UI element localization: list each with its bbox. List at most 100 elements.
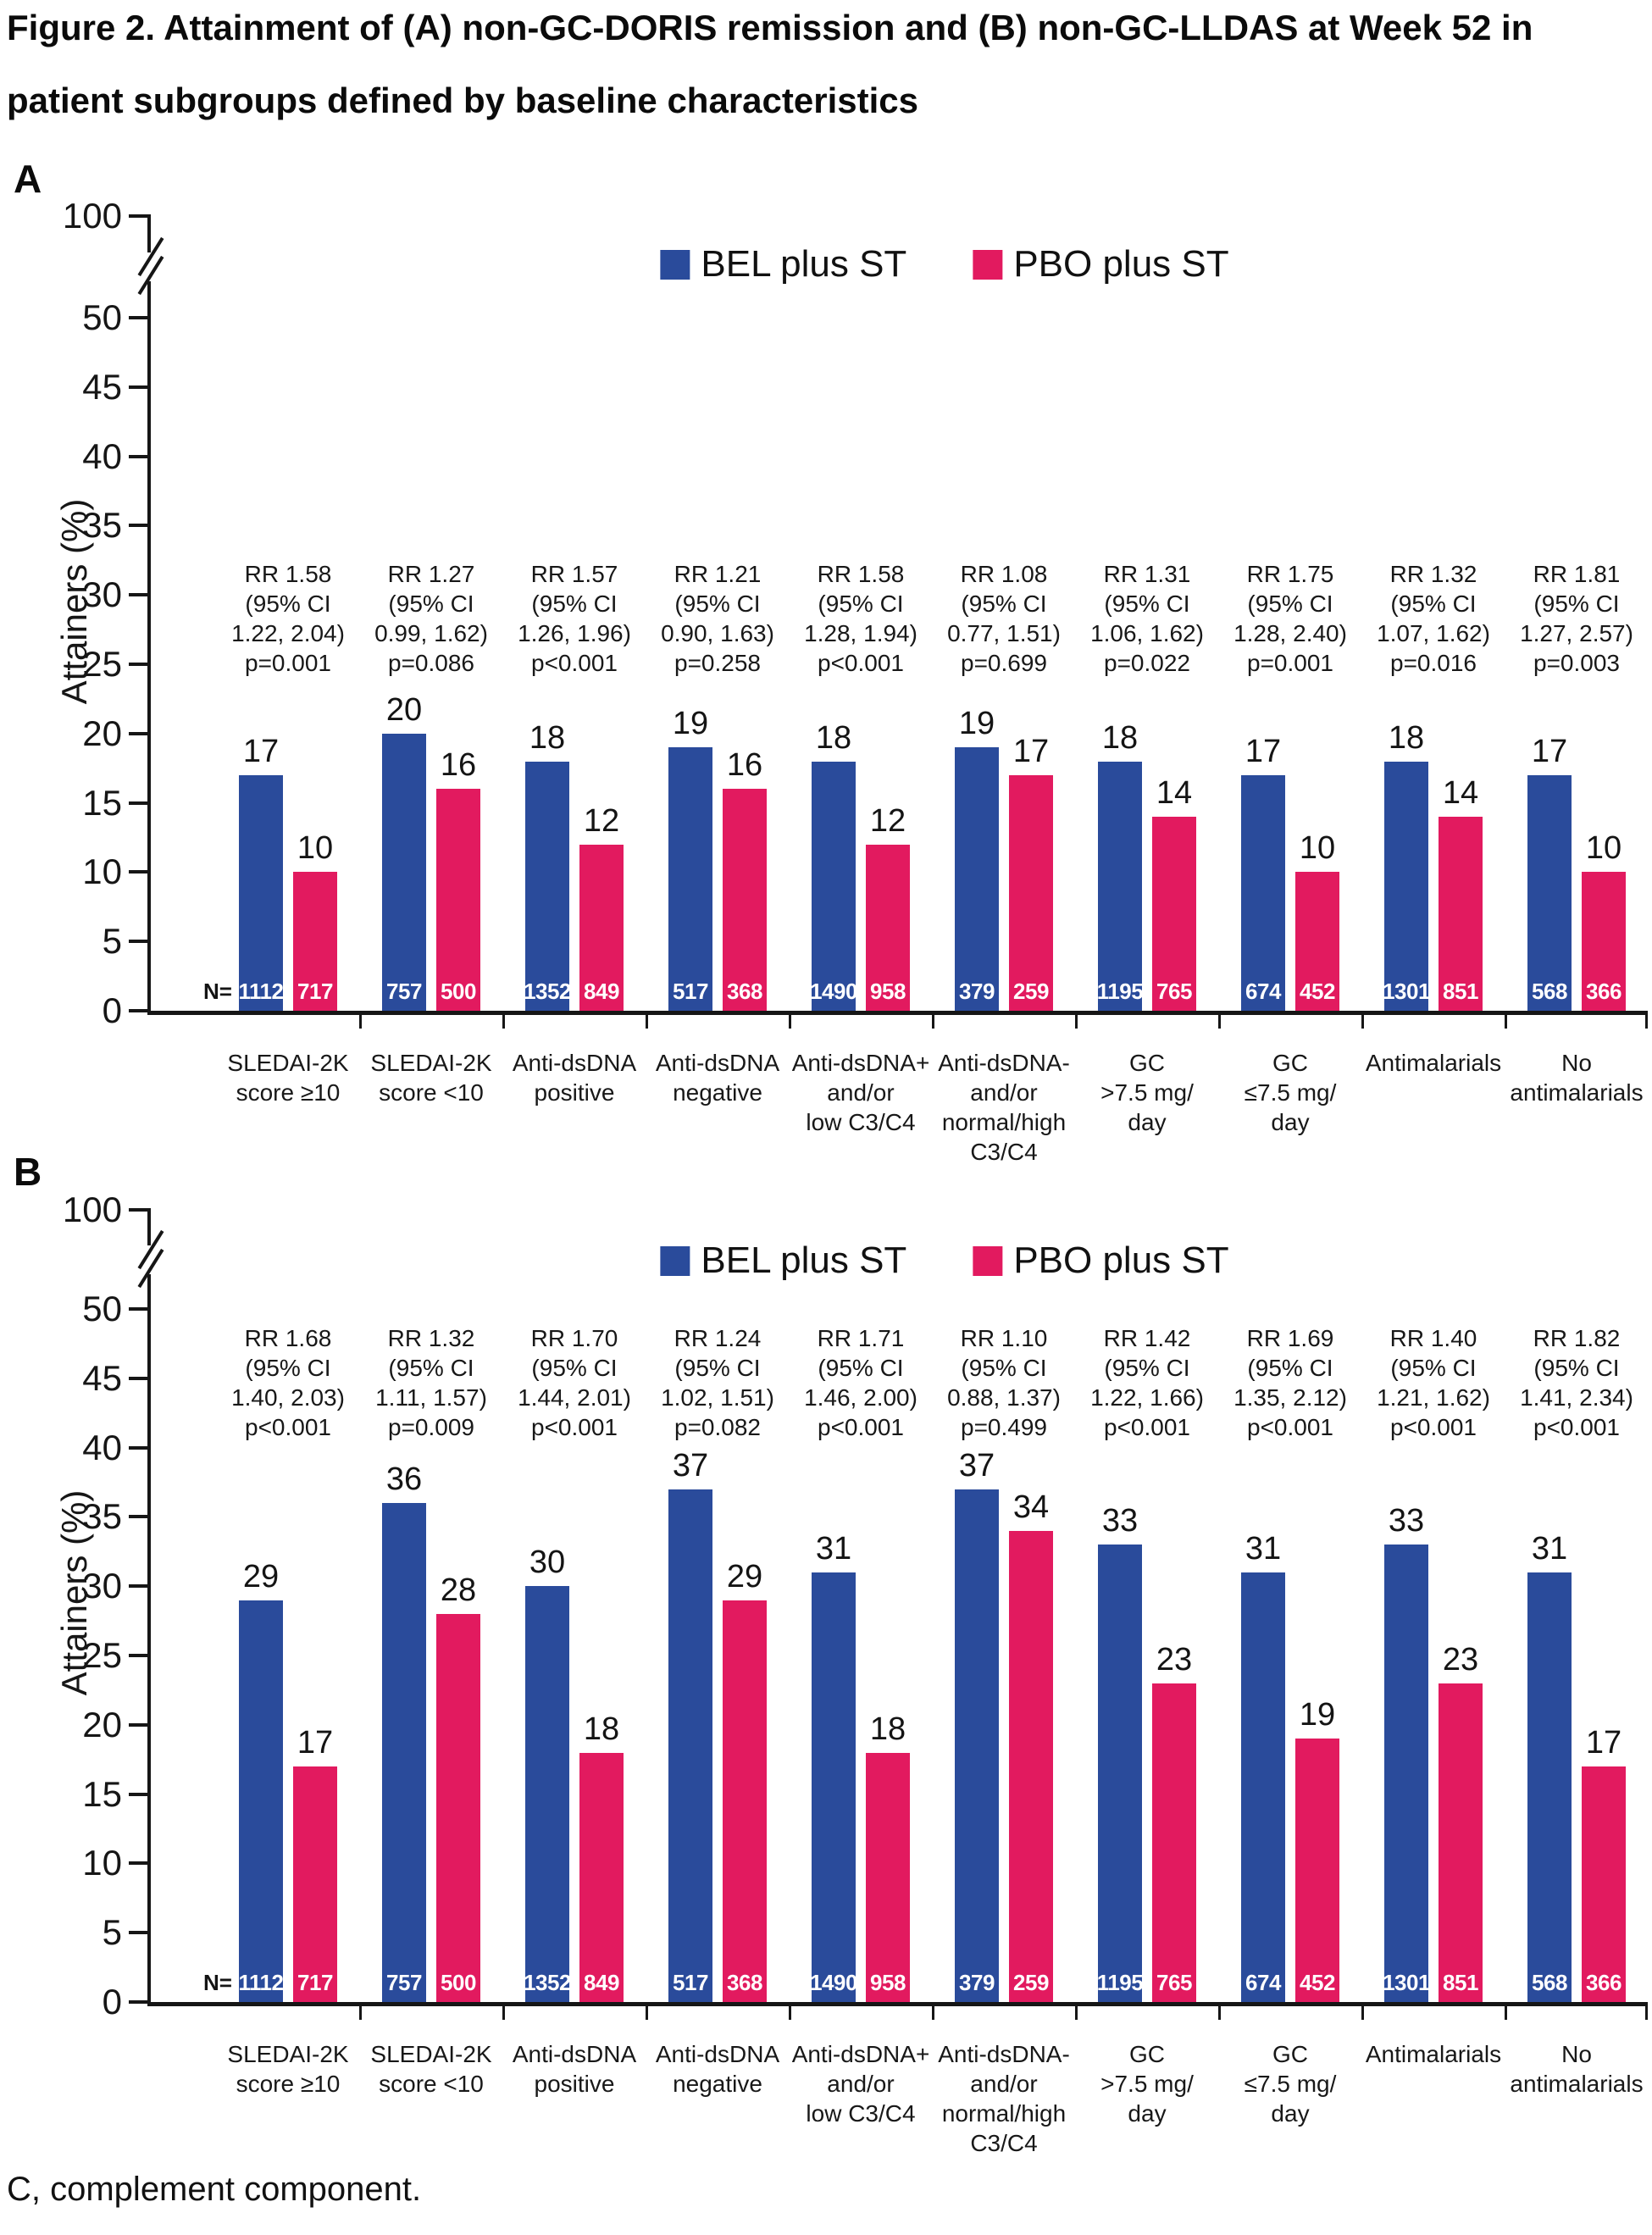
x-category-label-line: and/or (970, 1079, 1038, 1106)
bar-bel (955, 747, 999, 1011)
y-tick-label: 5 (102, 1912, 122, 1953)
rr-annotation-line: 1.21, 1.62) (1377, 1384, 1490, 1411)
y-tick-label: 15 (82, 1773, 122, 1814)
x-tick (1504, 1015, 1507, 1029)
x-category-label: Anti-dsDNA negative (639, 2039, 796, 2099)
bar-pbo (1152, 817, 1196, 1011)
y-axis-line (147, 281, 151, 1011)
bar-pbo (293, 1766, 337, 2002)
x-category-label-line: Anti-dsDNA (512, 2041, 637, 2067)
rr-annotation-line: 1.07, 1.62) (1377, 620, 1490, 646)
rr-annotation-line: p=0.016 (1390, 650, 1477, 676)
rr-annotation-line: 1.28, 2.40) (1233, 620, 1347, 646)
bar-n-label: 517 (673, 979, 708, 1004)
rr-annotation: RR 1.82 (95% CI 1.41, 2.34) p<0.001 (1499, 1323, 1652, 1442)
rr-annotation-line: (95% CI (818, 591, 904, 617)
bar-n-label: 379 (959, 1970, 995, 1995)
y-tick-label: 30 (82, 1566, 122, 1606)
x-tick (1361, 2006, 1364, 2020)
x-category-label-line: SLEDAI-2K (370, 1050, 492, 1076)
bar-value-label: 17 (1012, 734, 1050, 769)
rr-annotation: RR 1.70 (95% CI 1.44, 2.01) p<0.001 (496, 1323, 652, 1442)
y-tick (129, 1515, 151, 1519)
bar-n-label: 500 (441, 979, 476, 1004)
rr-annotation: RR 1.42 (95% CI 1.22, 1.66) p<0.001 (1069, 1323, 1225, 1442)
x-category-label-line: and/or (827, 2071, 895, 2097)
legend-entry: PBO plus ST (973, 1240, 1229, 1282)
x-category-label-line: day (1271, 1109, 1310, 1135)
y-tick-label: 50 (82, 1289, 122, 1328)
bar-n-label: 568 (1532, 979, 1567, 1004)
x-category-label: GC ≤7.5 mg/day (1211, 2039, 1369, 2128)
bar-n-label: 500 (441, 1970, 476, 1995)
bar-pbo (1152, 1683, 1196, 2002)
rr-annotation-line: 1.41, 2.34) (1520, 1384, 1633, 1411)
bar-n-label: 368 (727, 979, 762, 1004)
rr-annotation-line: RR 1.75 (1246, 561, 1334, 587)
x-category-label-line: Anti-dsDNA+ (791, 1050, 930, 1076)
bar-n-label: 1490 (810, 979, 857, 1004)
x-category-label-line: No (1561, 1050, 1592, 1076)
bar-value-label: 17 (1585, 1725, 1622, 1761)
rr-annotation: RR 1.75 (95% CI 1.28, 2.40) p=0.001 (1212, 559, 1368, 678)
bar-bel (955, 1489, 999, 2002)
rr-annotation-line: p<0.001 (1247, 1414, 1333, 1440)
x-tick (1074, 1015, 1078, 1029)
rr-annotation: RR 1.57 (95% CI 1.26, 1.96) p<0.001 (496, 559, 652, 678)
bar-value-label: 23 (1156, 1642, 1193, 1678)
rr-annotation-line: 1.27, 2.57) (1520, 620, 1633, 646)
x-tick (1645, 2006, 1648, 2020)
x-category-label: SLEDAI-2K score ≥10 (209, 2039, 367, 2099)
bar-value-label: 18 (1101, 720, 1139, 756)
y-tick-label: 15 (82, 782, 122, 823)
x-category-label-line: antimalarials (1510, 2071, 1644, 2097)
x-category-label: Anti-dsDNA positive (496, 1048, 653, 1107)
legend-label: BEL plus ST (701, 1240, 907, 1281)
bar-bel (1384, 762, 1428, 1011)
bar-n-label: 568 (1532, 1970, 1567, 1995)
x-tick (358, 2006, 362, 2020)
legend-label: PBO plus ST (1013, 1240, 1229, 1281)
rr-annotation: RR 1.32 (95% CI 1.11, 1.57) p=0.009 (353, 1323, 509, 1442)
rr-annotation-line: RR 1.42 (1103, 1325, 1191, 1351)
x-category-label-line: C3/C4 (970, 1139, 1038, 1165)
bar-bel (239, 1600, 283, 2002)
bar-n-label: 1301 (1383, 979, 1430, 1004)
bar-n-label: 757 (386, 979, 422, 1004)
bar-pbo (1295, 1739, 1339, 2002)
bar-n-label: 717 (297, 1970, 333, 1995)
x-category-label: GC >7.5 mg/day (1068, 2039, 1226, 2128)
legend-entry: PBO plus ST (973, 243, 1229, 286)
rr-annotation-line: p=0.086 (388, 650, 474, 676)
rr-annotation-line: RR 1.21 (674, 561, 762, 587)
x-category-label: SLEDAI-2K score <10 (352, 1048, 510, 1107)
x-category-label-line: ≤7.5 mg/ (1244, 2071, 1337, 2097)
y-tick (129, 870, 151, 874)
rr-annotation: RR 1.58 (95% CI 1.22, 2.04) p=0.001 (210, 559, 366, 678)
rr-annotation-line: RR 1.32 (387, 1325, 475, 1351)
rr-annotation: RR 1.32 (95% CI 1.07, 1.62) p=0.016 (1355, 559, 1511, 678)
bar-value-label: 10 (297, 830, 334, 866)
bar-bel (1384, 1545, 1428, 2002)
bar-value-label: 23 (1442, 1642, 1479, 1678)
y-tick-label: 40 (82, 1427, 122, 1467)
bar-bel (1241, 1572, 1285, 2002)
bar-value-label: 12 (583, 803, 620, 839)
x-axis-line (147, 2002, 1648, 2006)
y-tick (129, 1376, 151, 1380)
x-category-label-line: Antimalarials (1365, 1050, 1502, 1076)
bar-pbo (1582, 872, 1626, 1011)
bar-pbo (866, 1753, 910, 2002)
rr-annotation-line: (95% CI (818, 1355, 904, 1381)
x-category-label-line: Anti-dsDNA (655, 1050, 780, 1076)
rr-annotation-line: p<0.001 (531, 1414, 618, 1440)
rr-annotation-line: 1.22, 2.04) (231, 620, 345, 646)
bar-pbo (436, 789, 480, 1011)
bar-value-label: 12 (869, 803, 906, 839)
bar-bel (668, 1489, 712, 2002)
rr-annotation-line: 1.46, 2.00) (804, 1384, 917, 1411)
rr-annotation-line: RR 1.10 (960, 1325, 1048, 1351)
bar-n-label: 366 (1586, 1970, 1622, 1995)
rr-annotation-line: (95% CI (531, 591, 618, 617)
bar-n-label: 1352 (524, 1970, 571, 1995)
